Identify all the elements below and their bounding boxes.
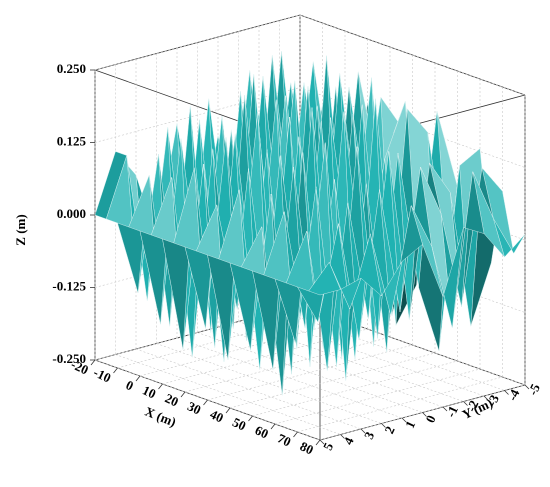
- y-tick-label: 5: [320, 440, 337, 453]
- x-tick: [315, 439, 321, 446]
- x-tick: [203, 399, 208, 406]
- grid-line: [319, 384, 526, 441]
- x-tick-label: -10: [91, 364, 113, 385]
- x-tick-label: 30: [185, 398, 203, 417]
- grid-line: [274, 368, 481, 425]
- x-tick-label: 10: [140, 382, 158, 401]
- y-tick: [360, 428, 366, 434]
- x-tick-label: 70: [275, 430, 293, 449]
- surface-cell: [308, 262, 341, 296]
- y-tick-label: 2: [381, 424, 397, 436]
- z-axis-title: Z (m): [13, 214, 28, 245]
- z-tick-label: 0.000: [57, 206, 86, 221]
- z-tick-label: -0.125: [52, 278, 86, 293]
- y-tick-label: 4: [340, 434, 357, 447]
- y-tick: [504, 390, 509, 395]
- x-tick-label: 0: [124, 377, 136, 393]
- y-tick-label: -5: [525, 381, 543, 398]
- y-tick: [381, 423, 386, 428]
- z-tick-label: 0.125: [57, 133, 87, 148]
- x-tick: [270, 423, 276, 430]
- y-tick-label: 0: [422, 413, 438, 425]
- x-tick: [113, 367, 118, 374]
- y-tick-label: -1: [443, 403, 461, 419]
- y-tick: [524, 384, 530, 390]
- x-tick: [293, 431, 298, 438]
- y-tick: [340, 434, 345, 439]
- x-tick-label: 80: [298, 438, 316, 457]
- x-tick-label: 20: [163, 390, 181, 409]
- y-tick: [401, 417, 407, 423]
- x-tick: [180, 391, 186, 398]
- grid-line: [94, 14, 301, 71]
- x-tick-label: -20: [69, 356, 91, 377]
- z-tick-label: 0.250: [57, 61, 86, 76]
- x-tick-label: 40: [208, 406, 226, 425]
- grid-line: [94, 87, 301, 143]
- y-tick-label: -4: [504, 386, 522, 403]
- y-tick: [422, 412, 427, 417]
- y-tick: [442, 406, 448, 412]
- x-tick: [248, 415, 253, 422]
- x-tick: [225, 407, 231, 414]
- z-tick-label: -0.250: [52, 351, 86, 366]
- grid-line: [207, 344, 413, 401]
- y-tick-label: 3: [361, 429, 378, 442]
- x-tick: [158, 383, 163, 390]
- y-tick: [463, 401, 468, 406]
- grid-line: [229, 352, 436, 409]
- y-tick-label: 1: [402, 418, 418, 430]
- surface: [94, 51, 526, 396]
- y-axis-title: Y (m): [460, 395, 495, 422]
- x-tick-label: 50: [230, 414, 248, 433]
- grid-line: [297, 376, 503, 433]
- x-tick: [135, 375, 141, 382]
- x-tick-label: 60: [253, 422, 271, 441]
- y-tick: [483, 395, 489, 401]
- y-tick: [319, 439, 325, 445]
- grid-line: [252, 360, 458, 417]
- x-tick: [90, 359, 96, 366]
